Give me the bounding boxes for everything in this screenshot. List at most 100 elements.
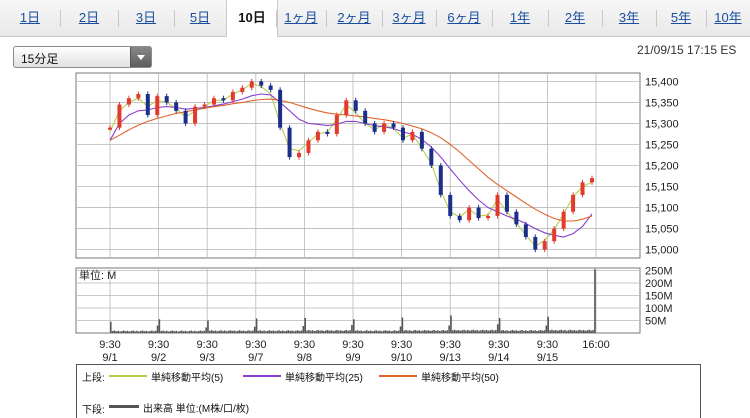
tab-2[interactable]: 3日: [135, 10, 157, 25]
tab-3[interactable]: 5日: [189, 10, 211, 25]
volume-bar: [252, 330, 254, 333]
volume-bar: [467, 330, 469, 333]
volume-bar: [562, 330, 564, 333]
chevron-down-icon[interactable]: [130, 47, 151, 67]
volume-bar: [502, 330, 505, 333]
x-tick-date: 9/13: [439, 352, 460, 364]
tab-10[interactable]: 2年: [564, 10, 586, 25]
tab-4[interactable]: 10日: [226, 0, 278, 37]
volume-tick-label: 150M: [645, 291, 673, 303]
volume-bar: [560, 329, 563, 333]
x-tick-time: 9:30: [439, 339, 460, 351]
tab-11[interactable]: 3年: [618, 10, 640, 25]
volume-bar: [216, 331, 219, 333]
volume-bar: [126, 330, 129, 333]
volume-bar: [212, 331, 215, 333]
volume-bar: [384, 330, 387, 333]
tab-6[interactable]: 2ヶ月: [337, 10, 371, 25]
volume-bar: [310, 330, 312, 333]
volume-bar: [367, 331, 370, 333]
volume-bar: [369, 330, 372, 333]
volume-bar: [470, 330, 473, 333]
volume-bar: [141, 330, 144, 333]
volume-bar: [450, 315, 452, 333]
volume-bar: [433, 330, 435, 333]
volume-bar: [302, 326, 305, 333]
x-tick-time: 9:30: [391, 339, 412, 351]
tab-8[interactable]: 6ヶ月: [447, 10, 481, 25]
volume-bar: [321, 330, 323, 333]
tab-13[interactable]: 10年: [714, 10, 742, 25]
tab-separator: [60, 10, 61, 27]
volume-bar: [341, 331, 344, 333]
tab-separator: [436, 10, 437, 27]
tab-12[interactable]: 5年: [670, 10, 692, 25]
volume-bar: [272, 330, 275, 333]
volume-bar: [508, 331, 510, 333]
candle-body: [268, 85, 273, 90]
volume-bar: [207, 320, 209, 333]
tab-0[interactable]: 1日: [19, 10, 41, 25]
volume-bar: [379, 330, 381, 333]
x-tick-time: 9:30: [99, 339, 120, 351]
volume-bar: [364, 330, 366, 333]
volume-bar: [132, 330, 134, 333]
tab-9[interactable]: 1年: [509, 10, 531, 25]
candle-body: [504, 194, 509, 212]
volume-bar: [553, 330, 555, 333]
candle-body: [372, 123, 377, 132]
candle-body: [523, 224, 528, 237]
volume-bar: [289, 331, 292, 333]
volume-bar: [530, 330, 533, 333]
volume-bar: [358, 331, 361, 333]
volume-bar: [128, 331, 131, 333]
tab-7[interactable]: 3ヶ月: [392, 10, 426, 25]
tab-5[interactable]: 1ヶ月: [284, 10, 318, 25]
x-tick-date: 9/9: [345, 352, 360, 364]
x-tick-time: 16:00: [582, 339, 610, 351]
candle-body: [410, 131, 415, 141]
volume-bar: [584, 330, 587, 333]
volume-bar: [524, 330, 527, 333]
volume-bar: [162, 330, 164, 333]
volume-bar: [306, 330, 308, 333]
volume-bar: [551, 329, 553, 333]
candle-body: [183, 110, 188, 124]
timestamp: 21/09/15 17:15 ES: [637, 43, 737, 57]
volume-bar: [242, 330, 245, 333]
ma-line-3: [109, 98, 593, 222]
candle-body: [164, 96, 169, 103]
interval-select[interactable]: 15分足: [13, 46, 152, 68]
legend-ma25: 単純移動平均(25): [285, 373, 363, 384]
candle-body: [108, 127, 112, 130]
candle-body: [306, 140, 311, 153]
legend-lower-label: 下段:: [82, 405, 105, 416]
volume-bar: [270, 331, 273, 333]
volume-bar: [461, 330, 463, 333]
volume-bar: [205, 327, 207, 333]
volume-bar: [536, 331, 538, 333]
candle-body: [221, 98, 226, 101]
price-tick-label: 15,100: [645, 203, 679, 215]
volume-bar: [573, 330, 576, 333]
candle-body: [561, 211, 566, 229]
volume-bar: [298, 331, 301, 333]
candle-body: [571, 194, 576, 212]
volume-bar: [403, 330, 406, 333]
volume-bar: [487, 330, 490, 333]
volume-bar: [457, 330, 460, 333]
tab-1[interactable]: 2日: [78, 10, 100, 25]
legend-ma25-swatch: [243, 375, 281, 377]
volume-bar: [136, 330, 138, 333]
volume-bar: [577, 330, 579, 333]
legend-ma50: 単純移動平均(50): [421, 373, 499, 384]
volume-bar: [526, 331, 529, 333]
volume-bar: [412, 330, 415, 333]
volume-bar: [453, 329, 456, 333]
volume-bar: [177, 331, 179, 333]
x-tick-date: 9/15: [537, 352, 558, 364]
candle-body: [353, 100, 358, 111]
volume-bar: [532, 330, 535, 333]
legend-volume: 出来高 単位:(M株/口/枚): [143, 404, 250, 415]
volume-bar: [410, 331, 413, 333]
